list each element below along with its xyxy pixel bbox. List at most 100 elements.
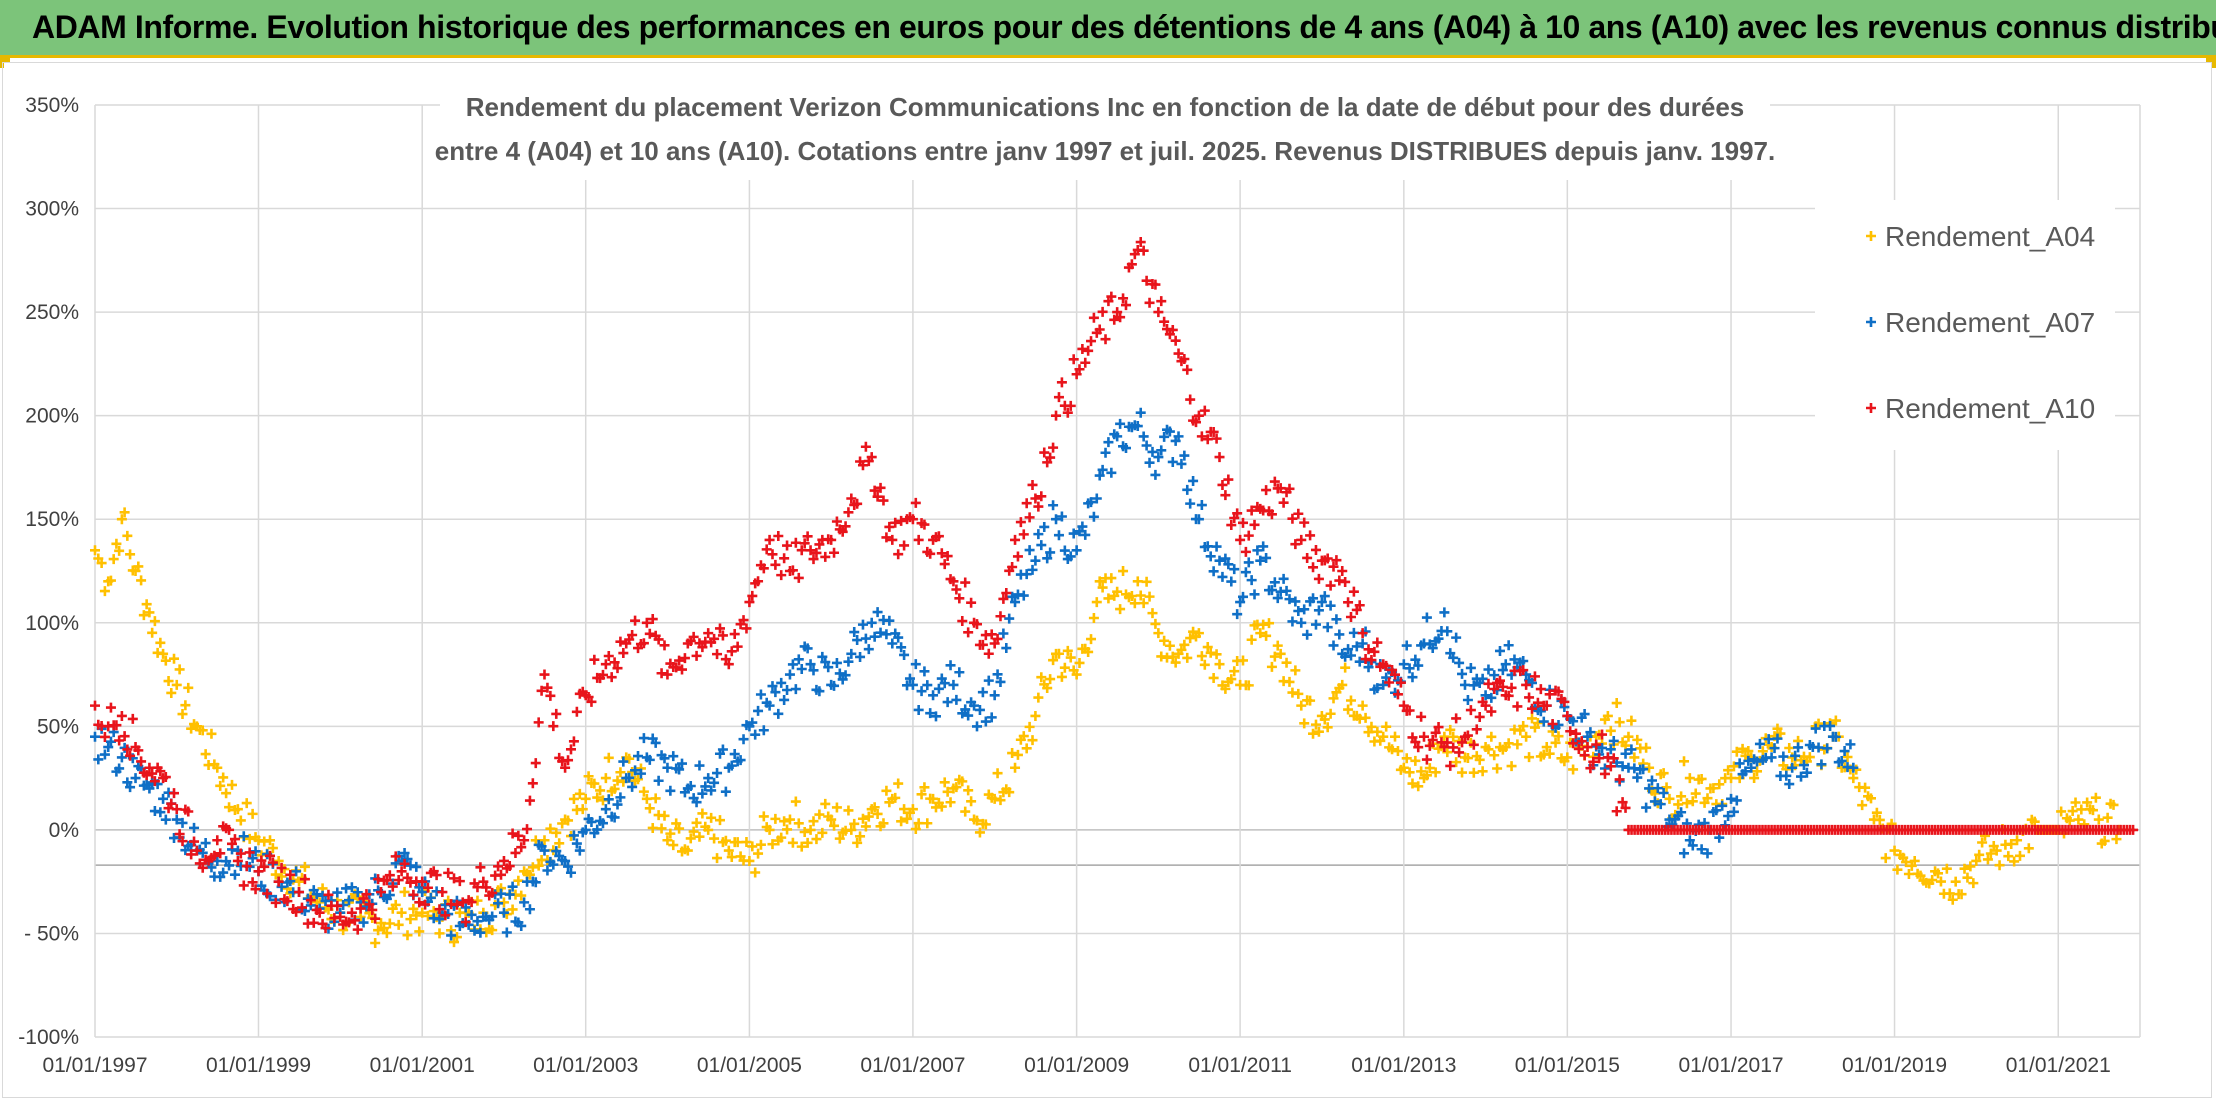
data-point [1051, 514, 1062, 525]
data-point [160, 814, 171, 825]
data-point [1486, 731, 1497, 742]
data-point [951, 584, 962, 595]
data-point [320, 923, 331, 934]
data-point [276, 871, 287, 882]
data-point [1494, 645, 1505, 656]
data-point [1384, 677, 1395, 688]
data-point [285, 869, 296, 880]
data-point [1562, 752, 1573, 763]
data-point [212, 762, 223, 773]
data-point [1570, 728, 1581, 739]
data-point [753, 576, 764, 587]
data-point [624, 753, 635, 764]
data-point [893, 778, 904, 789]
data-point [1310, 544, 1321, 555]
data-point [831, 802, 842, 813]
data-point [171, 814, 182, 825]
data-point [796, 664, 807, 675]
data-point [422, 882, 433, 893]
data-point [2076, 804, 2087, 815]
data-point [1746, 762, 1757, 773]
data-point [384, 918, 395, 929]
data-point [1328, 693, 1339, 704]
data-point [597, 818, 608, 829]
data-point [1173, 348, 1184, 359]
data-point [2093, 814, 2104, 825]
data-point [299, 874, 310, 885]
data-point [1947, 894, 1958, 905]
data-point [1004, 787, 1015, 798]
data-point [1266, 585, 1277, 596]
data-point [1372, 726, 1383, 737]
data-point [650, 793, 661, 804]
data-point [378, 923, 389, 934]
data-point [238, 880, 249, 891]
data-point [674, 823, 685, 834]
data-point [1617, 761, 1628, 772]
data-point [1264, 618, 1275, 629]
data-point [902, 813, 913, 824]
data-point [1880, 853, 1891, 864]
data-point [1830, 715, 1841, 726]
data-point [539, 669, 550, 680]
data-point [580, 793, 591, 804]
data-point [1302, 629, 1313, 640]
data-point [1193, 628, 1204, 639]
data-point [1813, 718, 1824, 729]
data-point [568, 830, 579, 841]
data-point [335, 911, 346, 922]
data-point [390, 851, 401, 862]
data-point [513, 875, 524, 886]
data-point [2090, 792, 2101, 803]
data-point [951, 694, 962, 705]
data-point [1170, 335, 1181, 346]
data-point [1980, 830, 1991, 841]
data-point [884, 521, 895, 532]
data-point [1421, 770, 1432, 781]
data-point [1506, 682, 1517, 693]
data-point [703, 824, 714, 835]
data-point [717, 630, 728, 641]
data-point [1167, 456, 1178, 467]
data-point [434, 904, 445, 915]
data-point [1462, 730, 1473, 741]
data-point [580, 824, 591, 835]
data-point [796, 841, 807, 852]
data-point [1404, 767, 1415, 778]
data-point [1731, 795, 1742, 806]
data-point [2102, 812, 2113, 823]
data-point [630, 615, 641, 626]
data-point [983, 648, 994, 659]
data-point [1676, 791, 1687, 802]
legend-marker [1866, 317, 1876, 327]
data-point [618, 648, 629, 659]
data-point [1579, 750, 1590, 761]
data-point [805, 824, 816, 835]
data-point [1641, 742, 1652, 753]
data-point [1410, 755, 1421, 766]
data-point [332, 887, 343, 898]
data-point [790, 796, 801, 807]
data-point [933, 531, 944, 542]
data-point [919, 782, 930, 793]
data-point [1065, 400, 1076, 411]
data-point [169, 788, 180, 799]
data-point [472, 882, 483, 893]
data-point [1626, 744, 1637, 755]
data-point [1459, 679, 1470, 690]
data-point [1909, 855, 1920, 866]
data-point [1226, 520, 1237, 531]
data-point [501, 927, 512, 938]
data-point [1427, 643, 1438, 654]
data-point [1933, 868, 1944, 879]
data-point [1784, 779, 1795, 790]
data-point [1036, 540, 1047, 551]
data-point [1261, 485, 1272, 496]
data-point [896, 816, 907, 827]
data-point [434, 928, 445, 939]
data-point [606, 672, 617, 683]
data-point [1039, 521, 1050, 532]
data-point [1489, 683, 1500, 694]
data-point [1018, 590, 1029, 601]
data-point [907, 514, 918, 525]
